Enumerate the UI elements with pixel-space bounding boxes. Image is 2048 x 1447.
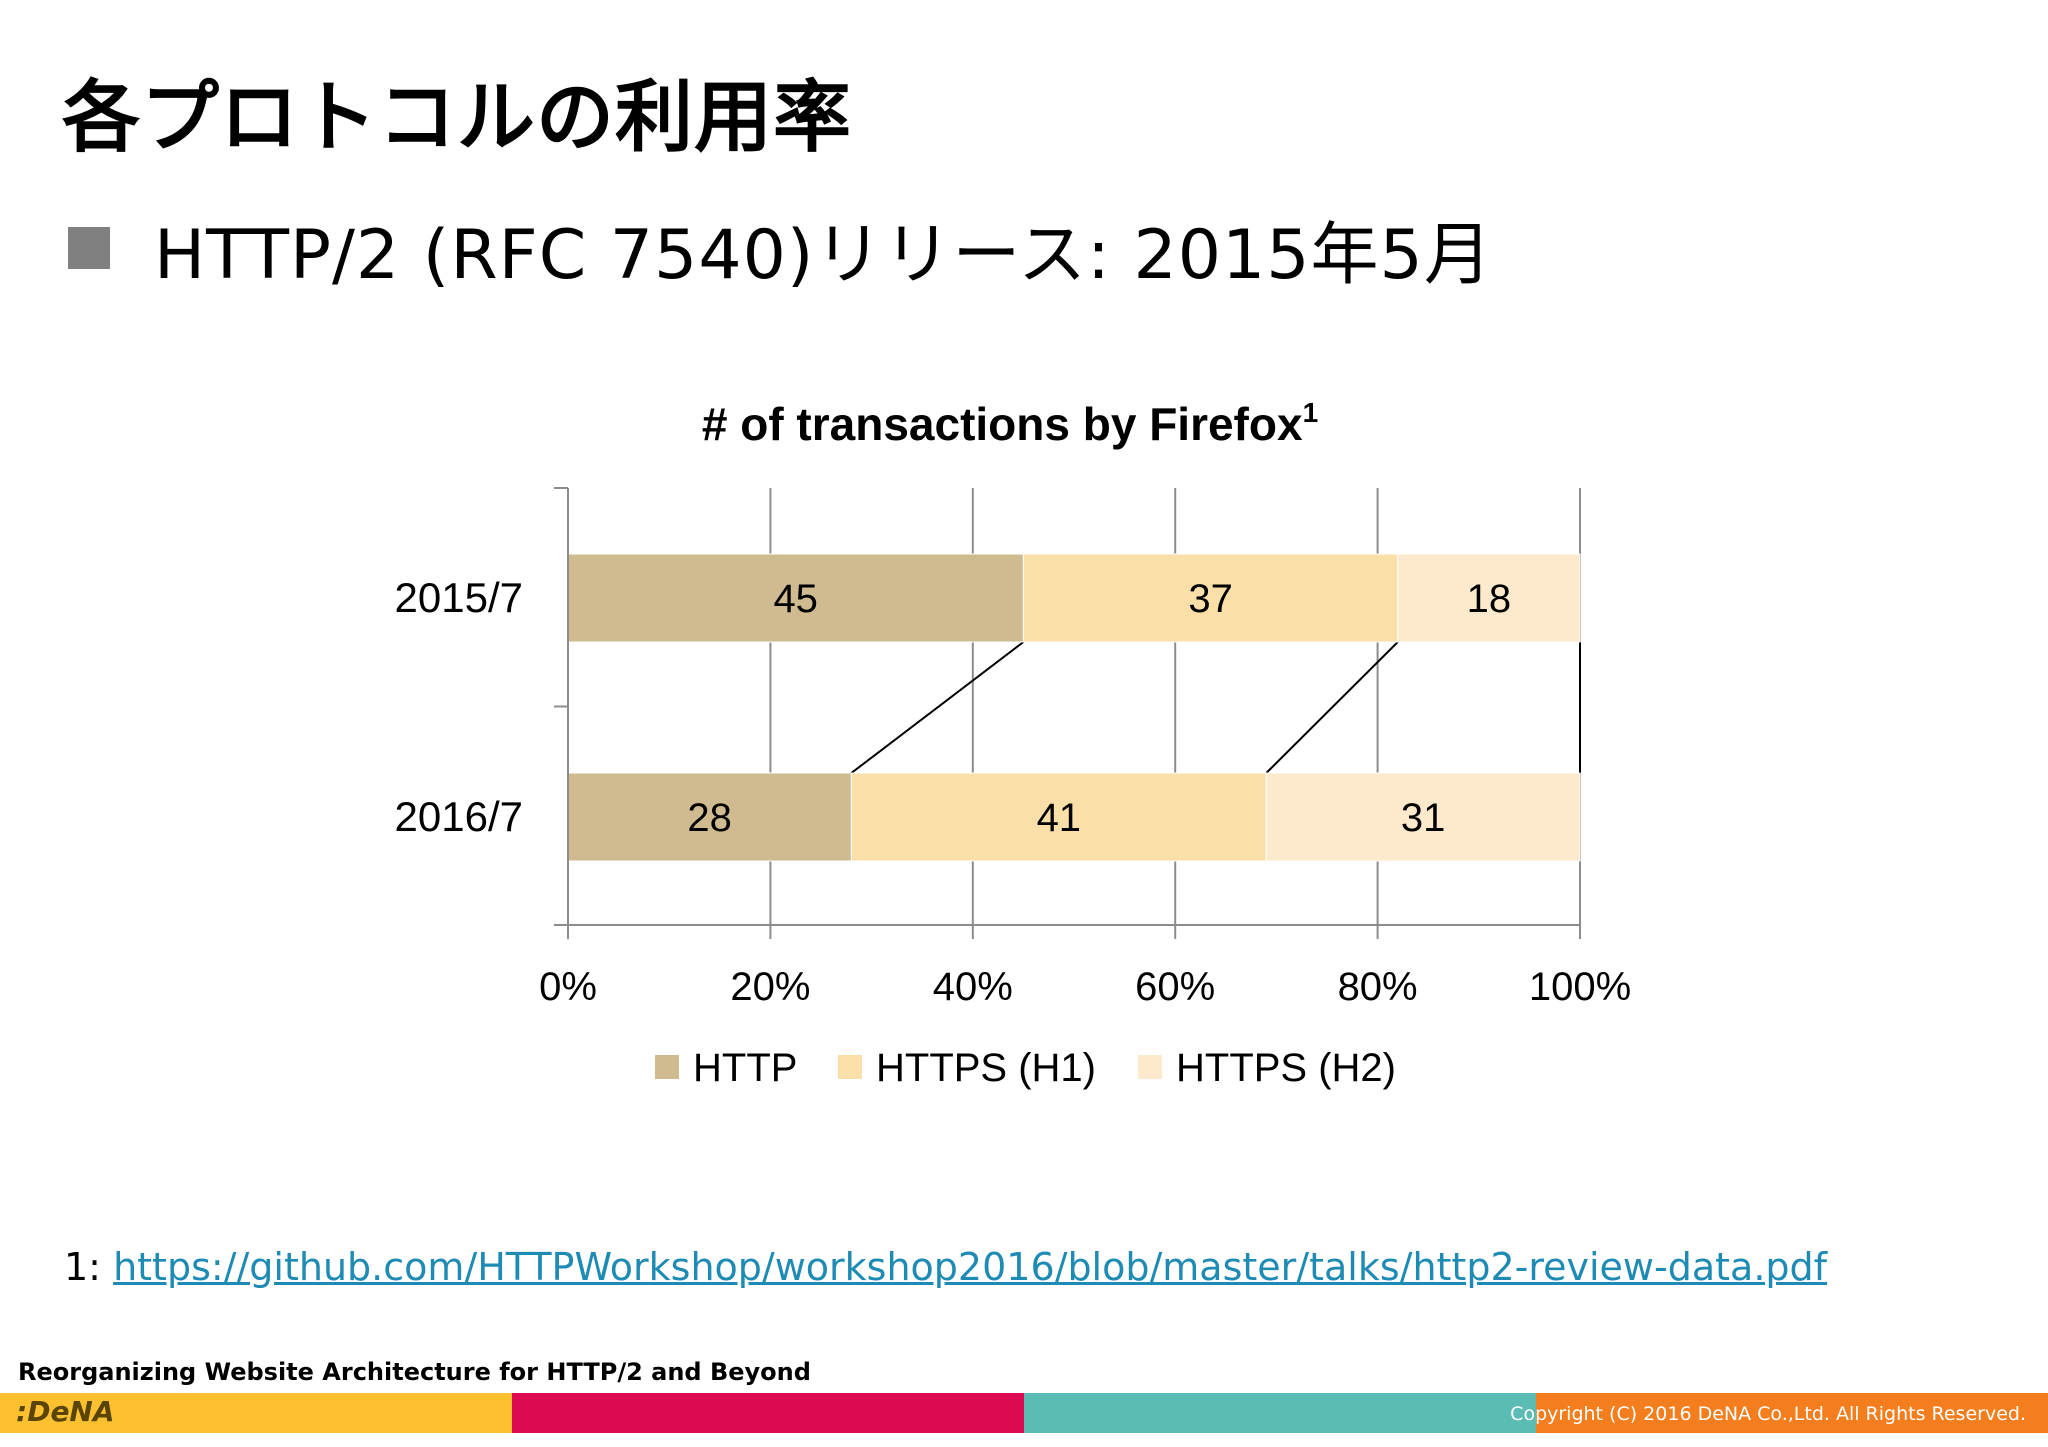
chart-axes [554, 487, 1581, 939]
chart-bars [567, 553, 1581, 862]
series-line [1265, 641, 1399, 774]
x-tick-label: 0% [539, 965, 597, 1009]
chart-title-superscript: 1 [1303, 397, 1319, 428]
footer-title: Reorganizing Website Architecture for HT… [18, 1358, 811, 1386]
footnote-marker: 1: [64, 1245, 101, 1289]
footer-bar: :DeNA Copyright (C) 2016 DeNA Co.,Ltd. A… [0, 1393, 2048, 1433]
chart-title: # of transactions by Firefox1 [702, 397, 1318, 450]
bar-segment [850, 772, 1267, 862]
bar-segment [567, 772, 852, 862]
bar-segment [1022, 553, 1399, 643]
bullet-square-icon [68, 227, 110, 269]
chart-title-text: # of transactions by Firefox [702, 398, 1303, 450]
series-line [850, 641, 1025, 774]
bullet-item: HTTP/2 (RFC 7540)リリース: 2015年5月 [68, 198, 1493, 298]
x-tick-label: 20% [730, 965, 810, 1009]
slide-title: 各プロトコルの利用率 [62, 73, 853, 163]
chart-labels: 0% 20% 40% 60% 80% 100% 2015/7 2016/7 45 37 18 28 41… [395, 574, 1632, 1009]
footer-segment-orange: Copyright (C) 2016 DeNA Co.,Ltd. All Rig… [1510, 1393, 2048, 1433]
dena-logo: :DeNA [16, 1395, 115, 1428]
stacked-bar-chart: # of transactions by Firefox1 0% 20% 40% 60… [395, 397, 1632, 1090]
category-label: 2016/7 [395, 793, 523, 840]
copyright-text: Copyright (C) 2016 DeNA Co.,Ltd. All Rig… [1510, 1403, 2026, 1425]
bar-segment [1397, 553, 1581, 643]
x-tick-label: 40% [933, 965, 1013, 1009]
x-tick-label: 60% [1135, 965, 1215, 1009]
footer-segment-yellow: :DeNA [0, 1393, 512, 1433]
legend-label: HTTPS (H2) [1176, 1046, 1396, 1090]
data-label: 31 [1401, 796, 1446, 840]
bar-segment [567, 553, 1024, 643]
legend-label: HTTPS (H1) [876, 1046, 1096, 1090]
footnote: 1: https://github.com/HTTPWorkshop/works… [64, 1245, 1827, 1289]
data-label: 45 [773, 577, 818, 621]
data-label: 18 [1467, 577, 1512, 621]
category-label: 2015/7 [395, 574, 523, 621]
legend-swatch [1138, 1055, 1162, 1079]
legend-swatch [838, 1055, 862, 1079]
legend-swatch [655, 1055, 679, 1079]
data-label: 28 [687, 796, 732, 840]
x-tick-label: 100% [1529, 965, 1631, 1009]
footer-segment-teal [1024, 1393, 1536, 1433]
footer-segment-red [512, 1393, 1024, 1433]
legend-label: HTTP [693, 1046, 797, 1090]
data-label: 41 [1037, 796, 1082, 840]
data-label: 37 [1188, 577, 1233, 621]
footnote-link[interactable]: https://github.com/HTTPWorkshop/workshop… [113, 1245, 1828, 1289]
x-tick-label: 80% [1338, 965, 1418, 1009]
bar-segment [1265, 772, 1581, 862]
chart-legend: HTTP HTTPS (H1) HTTPS (H2) [655, 1046, 1396, 1090]
bullet-text: HTTP/2 (RFC 7540)リリース: 2015年5月 [154, 215, 1493, 295]
series-connector-lines [850, 641, 1581, 774]
